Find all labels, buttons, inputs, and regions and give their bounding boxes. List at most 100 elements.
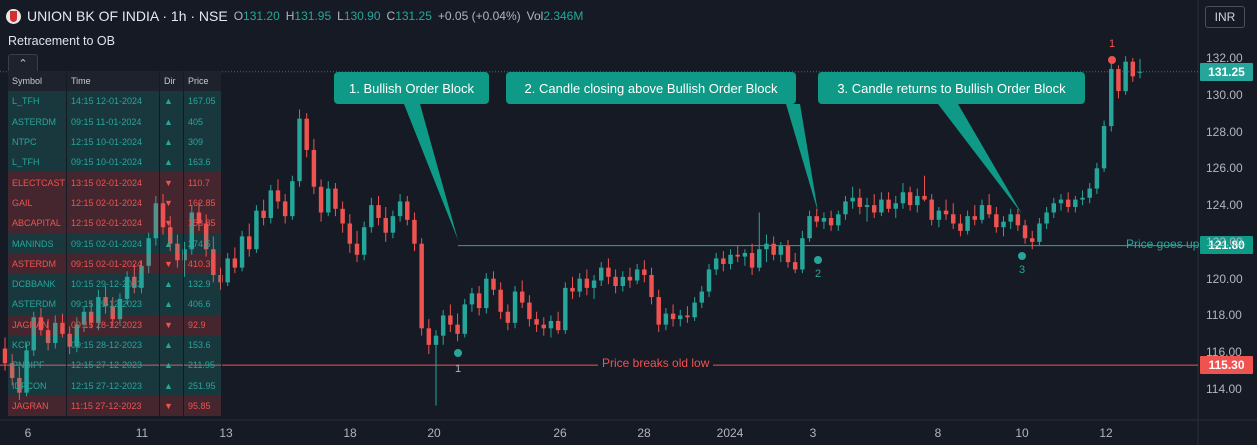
candle-body (448, 315, 453, 325)
table-row[interactable]: IDFCON 12:15 27-12-2023 ▲ 251.95 (8, 375, 222, 396)
row-direction: ▲ (160, 131, 184, 153)
currency-button[interactable]: INR (1205, 6, 1245, 28)
ohlc-low: L130.90 (337, 9, 381, 23)
price-tick: 118.00 (1206, 308, 1242, 323)
candle-body (936, 210, 942, 220)
marker-dot-1 (454, 349, 462, 357)
table-row[interactable]: GAIL 12:15 02-01-2024 ▼ 162.85 (8, 192, 222, 214)
candle-body (232, 258, 238, 268)
candle-body (958, 223, 963, 231)
table-row[interactable]: ASTERDM 09:15 02-01-2024 ▼ 410.35 (8, 253, 222, 274)
candle-body (254, 210, 259, 250)
candle-body (405, 201, 410, 220)
row-time: 09:15 11-01-2024 (67, 111, 160, 132)
table-row[interactable]: ABCAPITAL 12:15 02-01-2024 ▼ 158.85 (8, 213, 222, 234)
candle-body (304, 118, 309, 150)
row-direction: ▼ (160, 192, 184, 214)
callout-pointer-1 (404, 104, 458, 240)
candle-body (376, 205, 381, 218)
table-row[interactable]: PNBIPF 12:15 27-12-2023 ▲ 211.95 (8, 355, 222, 376)
candle-body (979, 205, 985, 220)
table-row[interactable]: KCP 09:15 28-12-2023 ▲ 153.6 (8, 334, 222, 356)
candle-body (1137, 71, 1143, 73)
row-symbol: PNBIPF (8, 355, 67, 376)
candle-body (828, 217, 834, 226)
marker-top-label: 1 (1108, 38, 1116, 50)
candle-body (498, 289, 503, 312)
table-row[interactable]: JAGRAN 09:15 28-12-2023 ▼ 92.9 (8, 314, 222, 335)
candle-body (426, 328, 432, 345)
table-row[interactable]: MANINDS 09:15 02-01-2024 ▲ 274.5 (8, 233, 222, 254)
candle-body (268, 190, 274, 218)
table-row[interactable]: ASTERDM 09:15 11-01-2024 ▲ 405 (8, 111, 222, 132)
symbol-title[interactable]: UNION BK OF INDIA · 1h · NSE (27, 8, 228, 24)
table-row[interactable]: DCBBANK 10:15 29-12-2023 ▲ 132.9 (8, 273, 222, 295)
row-time: 12:15 27-12-2023 (67, 375, 160, 396)
row-symbol: KCP (8, 334, 67, 356)
row-time: 09:15 29-12-2023 (67, 294, 160, 315)
candle-body (311, 149, 317, 187)
table-row[interactable]: NTPC 12:15 10-01-2024 ▲ 309 (8, 131, 222, 153)
row-symbol: L_TFH (8, 152, 67, 173)
candle-body (297, 118, 302, 182)
table-row[interactable]: L_TFH 09:15 10-01-2024 ▲ 163.6 (8, 152, 222, 173)
row-symbol: JAGRAN (8, 314, 67, 335)
candle-body (45, 330, 51, 344)
row-direction: ▼ (160, 213, 184, 234)
candle-body (132, 276, 137, 288)
candle-body (1101, 126, 1107, 169)
header-price: Price (184, 71, 222, 92)
last-price-tag: 131.25 (1200, 63, 1253, 81)
candle-body (792, 262, 798, 270)
candle-body (570, 287, 575, 292)
row-direction: ▼ (160, 395, 184, 417)
candle-body (96, 297, 101, 323)
candle-body (1109, 69, 1114, 127)
level-label-price-goes-up: Price goes up (1126, 237, 1200, 251)
candle-body (742, 252, 748, 257)
date-tick: 10 (1015, 426, 1029, 440)
candle-body (606, 267, 611, 277)
candle-body (871, 205, 877, 213)
price-tick: 114.00 (1206, 382, 1242, 396)
price-tick: 122.00 (1206, 234, 1243, 249)
table-row[interactable]: JAGRAN 11:15 27-12-2023 ▼ 95.85 (8, 395, 222, 417)
row-time: 12:15 02-01-2024 (67, 192, 160, 214)
candle-body (721, 258, 726, 264)
table-row[interactable]: L_TFH 14:15 12-01-2024 ▲ 167.05 (8, 91, 222, 112)
row-price: 410.35 (184, 253, 222, 274)
marker-1-label: 1 (454, 363, 462, 375)
candle-body (527, 302, 532, 320)
row-time: 10:15 29-12-2023 (67, 273, 160, 295)
row-price: 92.9 (184, 314, 222, 335)
row-symbol: DCBBANK (8, 273, 67, 295)
date-tick: 20 (427, 426, 441, 440)
level-label-breaks-low: Price breaks old low (598, 356, 714, 370)
table-row[interactable]: ELECTCAST 13:15 02-01-2024 ▼ 110.7 (8, 172, 222, 193)
candle-body (1051, 203, 1057, 213)
candle-body (678, 315, 683, 320)
candle-body (1080, 197, 1085, 200)
table-row[interactable]: ASTERDM 09:15 29-12-2023 ▲ 406.6 (8, 294, 222, 315)
candle-body (1065, 199, 1071, 207)
candle-body (53, 322, 58, 344)
candle-body (663, 313, 669, 325)
row-price: 110.7 (184, 172, 222, 193)
candle-body (1130, 61, 1136, 77)
candle-body (383, 217, 388, 233)
price-change: +0.05 (+0.04%) (437, 9, 521, 23)
row-price: 211.95 (184, 355, 222, 376)
row-time: 11:15 27-12-2023 (67, 395, 160, 417)
row-direction: ▼ (160, 253, 184, 274)
date-tick: 28 (637, 426, 651, 440)
row-time: 09:15 28-12-2023 (67, 314, 160, 335)
candle-body (203, 223, 209, 250)
candle-body (821, 217, 827, 222)
candle-body (146, 238, 151, 266)
row-direction: ▲ (160, 334, 184, 356)
row-direction: ▲ (160, 233, 184, 254)
candle-body (247, 236, 252, 250)
indicator-name[interactable]: Retracement to OB (8, 34, 115, 48)
callout-pointer-3 (938, 104, 1022, 214)
